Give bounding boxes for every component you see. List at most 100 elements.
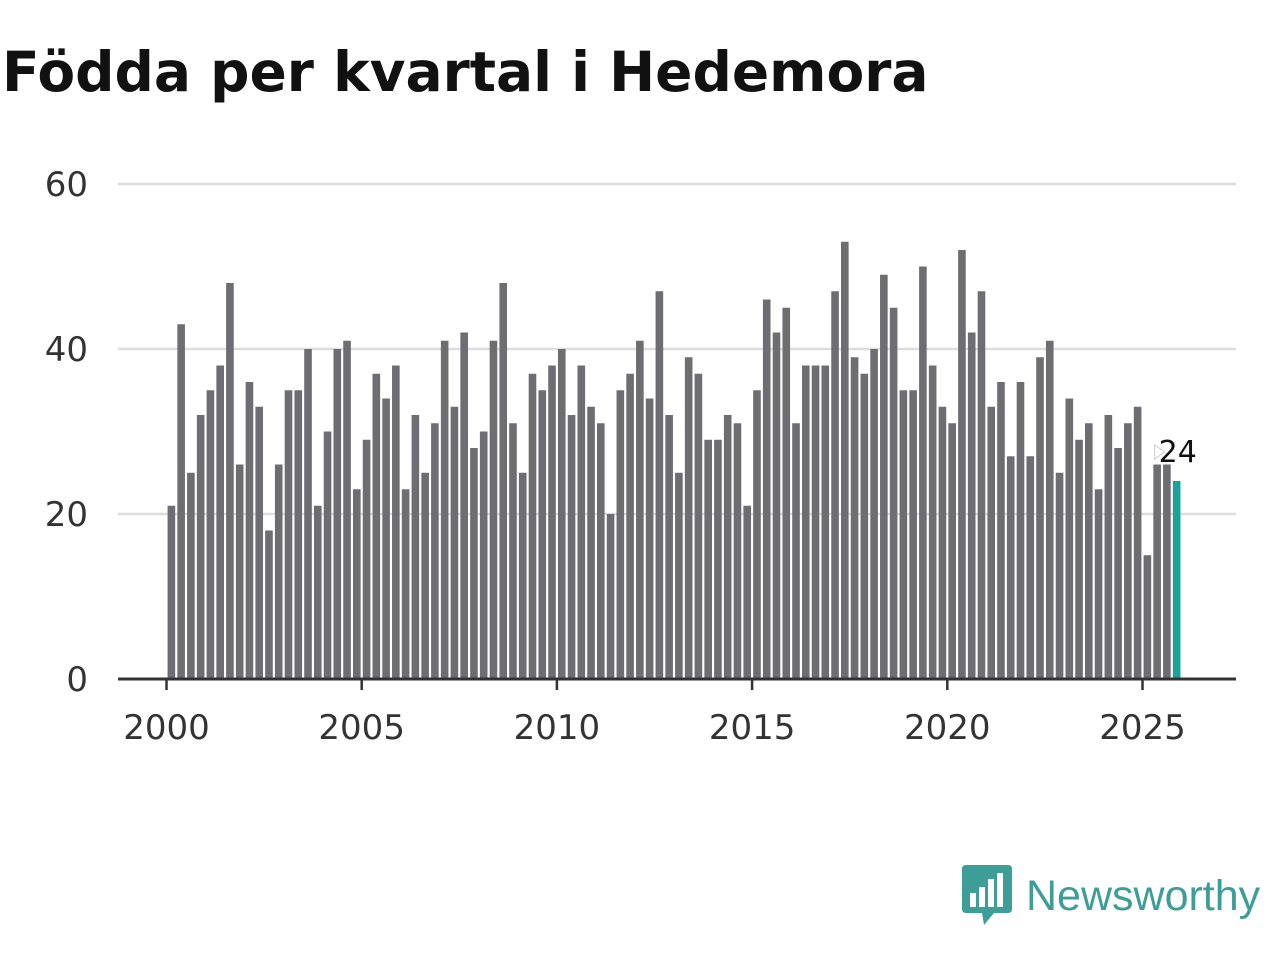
- bar-2021-q4: [1016, 382, 1025, 679]
- bar-2007-q4: [470, 448, 478, 679]
- bar-2009-q2: [528, 373, 537, 679]
- bars: [167, 241, 1181, 679]
- bar-2004-q2: [333, 349, 342, 679]
- y-tick-label-40: 40: [45, 330, 88, 370]
- y-tick-label-20: 20: [45, 495, 88, 535]
- bar-2000-q1: [167, 505, 176, 679]
- bar-2015-q4: [782, 307, 791, 679]
- bar-2011-q3: [616, 390, 625, 679]
- bar-2005-q2: [372, 373, 381, 679]
- bar-2008-q1: [479, 431, 488, 679]
- bar-2015-q2: [762, 299, 771, 679]
- bar-2017-q4: [860, 373, 869, 679]
- bar-2020-q3: [967, 332, 976, 679]
- bar-2022-q3: [1045, 340, 1054, 679]
- bar-2012-q4: [665, 415, 673, 679]
- bar-2025-q4: [1172, 481, 1181, 679]
- bar-2016-q2: [801, 365, 810, 679]
- bar-2013-q3: [694, 373, 703, 679]
- bar-2006-q1: [401, 489, 410, 679]
- bar-2018-q2: [880, 274, 888, 679]
- bar-2001-q4: [235, 464, 244, 679]
- bar-2014-q4: [743, 505, 752, 679]
- x-tick-label-2000: 2000: [123, 708, 210, 748]
- bar-2012-q3: [655, 291, 664, 679]
- last-value-pointer: [1154, 444, 1166, 460]
- bar-2009-q3: [538, 390, 547, 679]
- bar-2020-q2: [958, 250, 966, 679]
- bar-2000-q4: [196, 415, 205, 679]
- bar-2001-q3: [226, 283, 234, 679]
- bar-2018-q4: [899, 390, 908, 679]
- bar-2003-q4: [313, 505, 322, 679]
- bar-2019-q1: [909, 390, 917, 679]
- bar-2023-q1: [1065, 398, 1074, 679]
- bar-2002-q4: [274, 464, 283, 679]
- bar-2021-q3: [1006, 456, 1015, 679]
- bar-2019-q4: [938, 406, 947, 679]
- bar-2006-q2: [411, 415, 420, 679]
- bar-2019-q3: [928, 365, 937, 679]
- bar-2001-q2: [216, 365, 224, 679]
- bar-2004-q3: [343, 340, 351, 679]
- bar-2025-q2: [1153, 464, 1161, 679]
- chart-title: Födda per kvartal i Hedemora: [2, 40, 929, 104]
- y-tick-label-60: 60: [45, 165, 88, 205]
- bar-2019-q2: [919, 266, 927, 679]
- bar-2007-q3: [460, 332, 468, 679]
- bar-2004-q1: [323, 431, 332, 679]
- bar-2003-q3: [304, 349, 312, 679]
- newsworthy-logo: Newsworthy: [962, 864, 1260, 928]
- bar-2013-q1: [675, 472, 683, 679]
- bar-2017-q3: [850, 357, 859, 679]
- bar-2022-q1: [1026, 456, 1035, 679]
- last-value-label: 24: [1159, 435, 1197, 470]
- bar-2007-q1: [440, 340, 449, 679]
- bar-2017-q1: [831, 291, 839, 679]
- bar-2010-q4: [587, 406, 595, 679]
- bar-2014-q3: [733, 423, 742, 679]
- bar-2002-q2: [255, 406, 264, 679]
- x-tick-label-2015: 2015: [709, 708, 796, 748]
- bar-2016-q3: [811, 365, 820, 679]
- bar-2005-q3: [382, 398, 390, 679]
- bar-2008-q3: [499, 283, 508, 679]
- bar-2022-q2: [1036, 357, 1044, 679]
- bar-2016-q1: [792, 423, 800, 679]
- bar-2002-q3: [265, 530, 273, 679]
- bar-2015-q1: [753, 390, 761, 679]
- x-tick-label-2005: 2005: [318, 708, 405, 748]
- bar-2012-q2: [645, 398, 654, 679]
- bar-2022-q4: [1055, 472, 1064, 679]
- bar-2001-q1: [206, 390, 215, 679]
- bar-2011-q2: [606, 514, 615, 679]
- bar-chart-speech-bubble-icon: [962, 865, 1012, 925]
- bar-2025-q3: [1163, 464, 1171, 679]
- bar-2010-q1: [557, 349, 566, 679]
- bar-2008-q2: [489, 340, 498, 679]
- bar-2014-q1: [714, 439, 722, 679]
- bar-2003-q2: [294, 390, 303, 679]
- bar-2007-q2: [450, 406, 459, 679]
- bar-2020-q1: [948, 423, 956, 679]
- bar-2016-q4: [821, 365, 830, 679]
- bar-2010-q2: [567, 415, 576, 679]
- bar-2021-q1: [987, 406, 996, 679]
- bar-2024-q3: [1124, 423, 1132, 679]
- brand-name: Newsworthy: [1026, 871, 1261, 920]
- bar-2004-q4: [353, 489, 361, 679]
- bar-2013-q4: [704, 439, 712, 679]
- bar-2005-q4: [392, 365, 400, 679]
- bar-2020-q4: [977, 291, 986, 679]
- x-tick-label-2010: 2010: [514, 708, 601, 748]
- bar-2024-q4: [1133, 406, 1142, 679]
- bar-2009-q4: [548, 365, 556, 679]
- bar-2012-q1: [636, 340, 644, 679]
- bar-2005-q1: [362, 439, 371, 679]
- bar-2024-q2: [1114, 448, 1122, 679]
- bar-2015-q3: [772, 332, 781, 679]
- bar-2024-q1: [1104, 415, 1113, 679]
- bar-2002-q1: [245, 382, 254, 679]
- bar-2000-q3: [187, 472, 195, 679]
